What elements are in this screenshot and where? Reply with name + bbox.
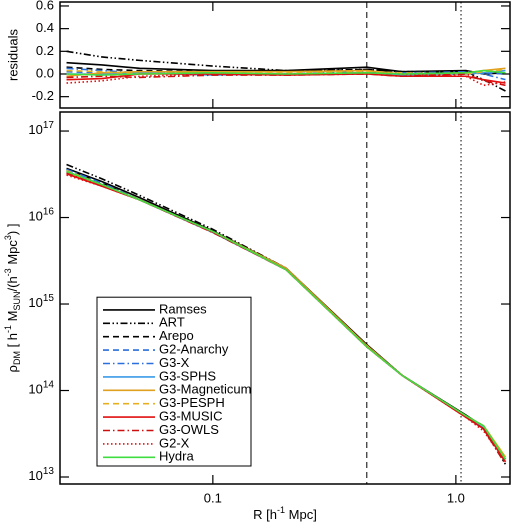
series-line — [66, 68, 506, 75]
y-axis-label: residuals — [5, 28, 20, 81]
y-axis-label-part: -1 — [3, 325, 13, 333]
y-tick-label: 0.2 — [36, 43, 54, 58]
x-tick-label: 1.0 — [447, 490, 465, 505]
y-axis-label-part: 3 — [3, 235, 13, 240]
y-tick-exponent: 15 — [43, 293, 55, 304]
legend-label: ART — [159, 315, 185, 330]
y-axis-label-part: SUN — [12, 291, 22, 310]
legend-label: G2-X — [159, 435, 190, 450]
y-tick-base: 10 — [28, 209, 42, 224]
y-tick-label: 0.0 — [36, 65, 54, 80]
x-axis-label-part: R [h — [253, 507, 277, 522]
legend-label: G2-Anarchy — [159, 342, 229, 357]
legend-label: G3-MUSIC — [159, 409, 223, 424]
y-axis-label-part: /(h — [5, 276, 20, 291]
y-axis-label-part: -3 — [3, 268, 13, 276]
y-axis-label-part: ) ] — [5, 224, 20, 236]
series-line — [66, 69, 506, 76]
x-tick-label: 0.1 — [204, 490, 222, 505]
y-tick-label: 0.6 — [36, 0, 54, 12]
y-axis-label-part: M — [5, 311, 20, 325]
y-tick-label: 1017 — [28, 120, 54, 138]
y-axis-label: ρDM [ h-1 MSUN/(h-3 Mpc3) ] — [3, 224, 22, 373]
series-line — [66, 170, 507, 460]
y-tick-label: -0.2 — [32, 88, 54, 103]
y-tick-exponent: 16 — [43, 206, 55, 217]
x-axis-label-part: Mpc] — [285, 507, 317, 522]
plot-frame — [59, 1, 511, 109]
y-axis-label-part: DM — [12, 351, 22, 365]
series-line — [66, 50, 506, 92]
legend-label: G3-OWLS — [159, 422, 219, 437]
y-tick-base: 10 — [28, 468, 42, 483]
y-tick-base: 10 — [28, 122, 42, 137]
y-tick-base: 10 — [28, 295, 42, 310]
y-tick-label: 1013 — [28, 466, 54, 484]
y-tick-label: 1016 — [28, 206, 54, 224]
y-tick-exponent: 13 — [43, 466, 55, 477]
y-axis-label-part: ρ — [5, 365, 20, 372]
legend-box — [96, 296, 252, 467]
legend-label: G3-PESPH — [159, 395, 225, 410]
y-tick-exponent: 17 — [43, 120, 55, 131]
series-group — [66, 163, 507, 465]
legend-label: G3-SPHS — [159, 368, 216, 383]
x-axis-label: R [h-1 Mpc] — [253, 505, 317, 522]
legend-label: Ramses — [159, 301, 207, 316]
y-tick-base: 10 — [28, 382, 42, 397]
series-group — [66, 50, 506, 92]
y-tick-label: 1014 — [28, 379, 54, 397]
legend-label: G3-X — [159, 355, 190, 370]
y-tick-label: 0.4 — [36, 20, 54, 35]
series-line — [66, 66, 506, 73]
legend-label: Arepo — [159, 328, 194, 343]
legend-label: Hydra — [159, 449, 194, 464]
legend-label: G3-Magneticum — [159, 382, 251, 397]
x-axis-label-part: -1 — [277, 505, 285, 515]
y-axis-label-part: [ h — [5, 333, 20, 351]
plot-frame — [59, 111, 511, 485]
y-tick-label: 1015 — [28, 293, 54, 311]
series-line — [66, 73, 506, 87]
y-tick-exponent: 14 — [43, 379, 55, 390]
y-axis-label-part: Mpc — [5, 240, 20, 269]
